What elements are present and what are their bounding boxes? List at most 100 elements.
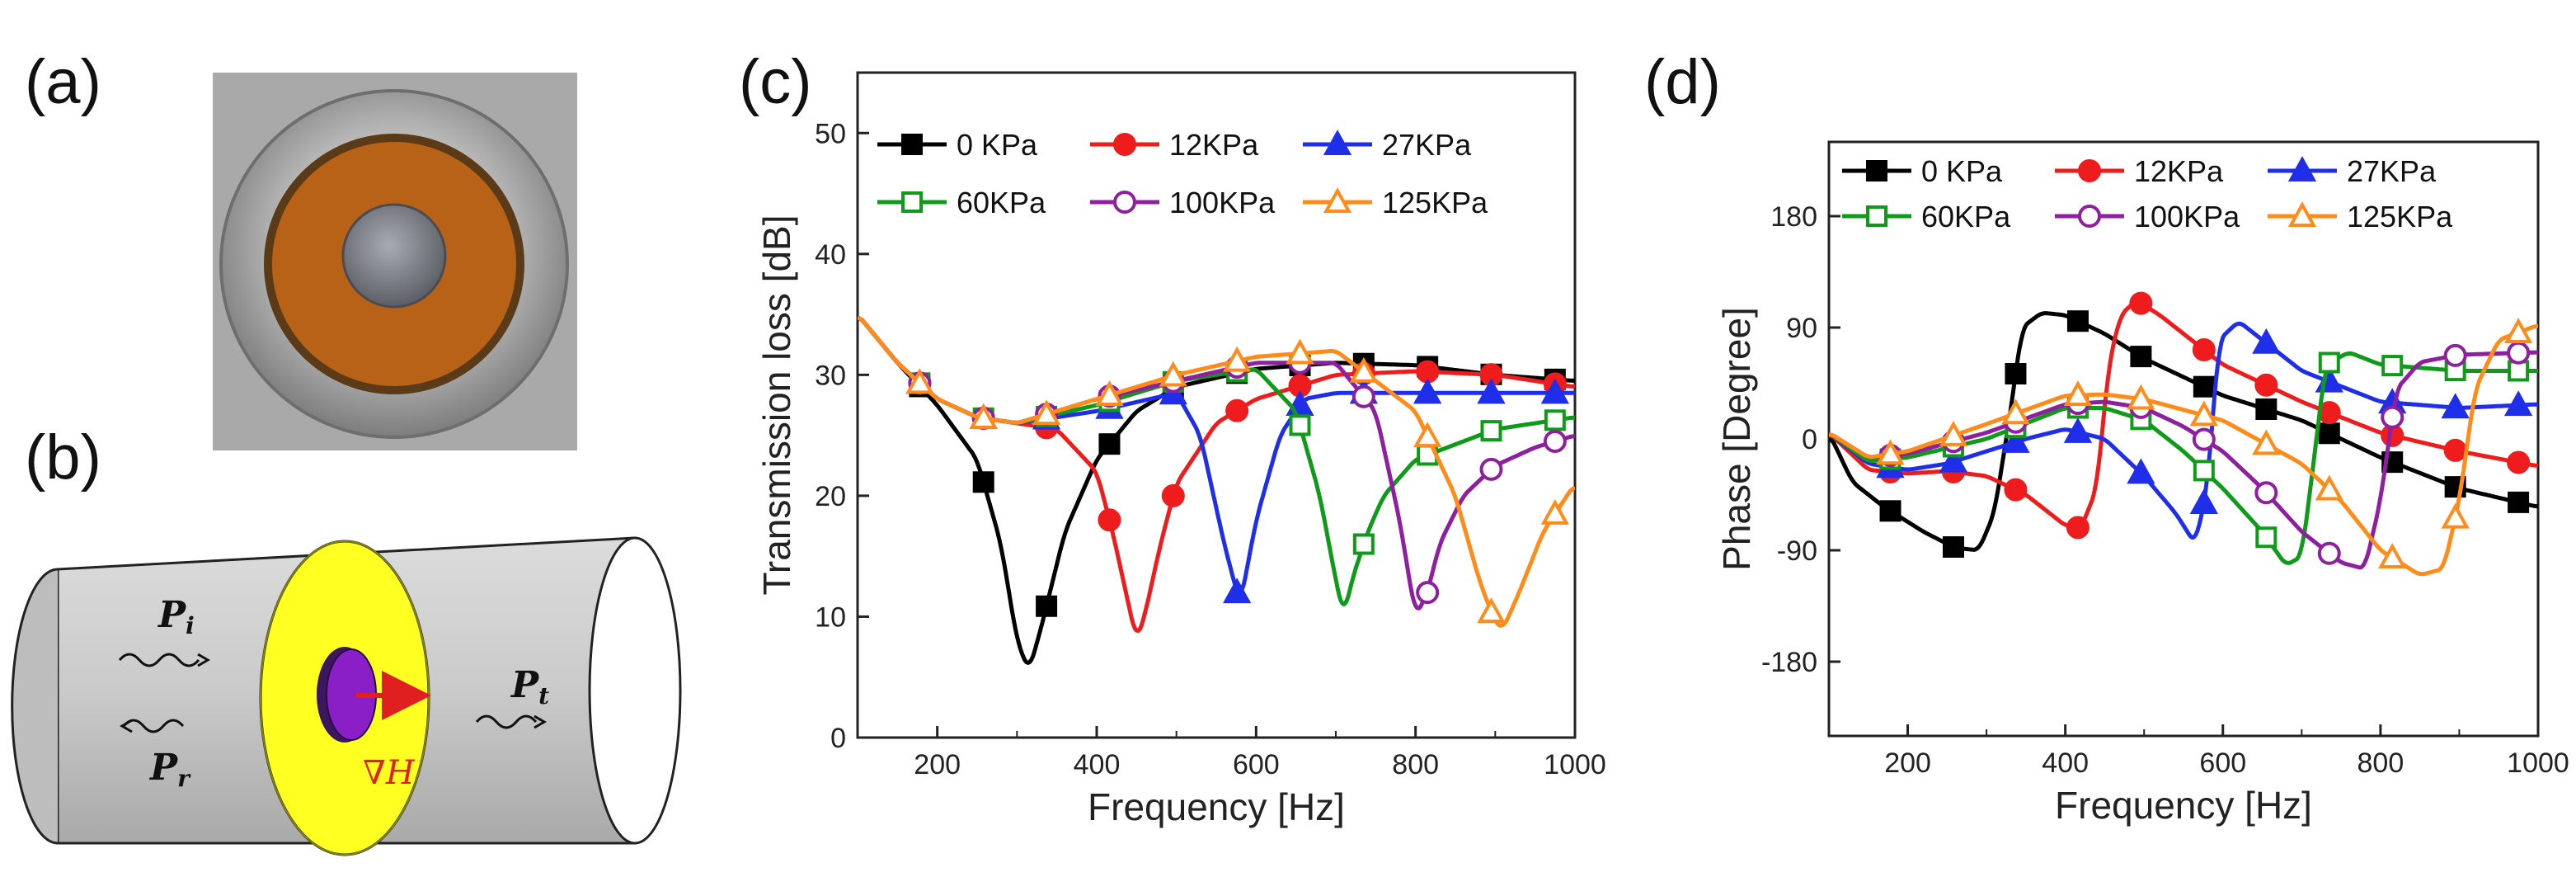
legend-marker — [2287, 156, 2317, 182]
data-point-marker — [2066, 310, 2089, 332]
legend-entry-label: 12KPa — [1169, 128, 1259, 162]
legend-entry-label: 27KPa — [2347, 154, 2437, 188]
series-line-60kpa — [858, 315, 1575, 606]
data-point-marker — [1351, 384, 1375, 408]
legend-entry-label: 0 KPa — [1921, 154, 2003, 188]
data-point-marker — [2127, 458, 2155, 484]
data-point-marker — [1413, 422, 1442, 448]
data-point-marker — [2255, 398, 2278, 420]
legend-marker — [1323, 130, 1352, 155]
y-tick-label: 50 — [815, 118, 846, 149]
data-point-marker — [2318, 422, 2340, 445]
data-point-marker — [2507, 341, 2531, 365]
series-line-125kpa — [858, 315, 1575, 628]
data-point-marker — [2130, 346, 2152, 368]
phase-chart: 200 400 600 800 1000 -180 -90 0 90 180 Frequency [… — [1715, 140, 2569, 827]
data-point-marker — [1543, 429, 1567, 453]
sample-photo — [213, 73, 577, 450]
data-point-marker — [1939, 446, 1968, 473]
data-point-marker — [2193, 460, 2215, 482]
y-tick-label: 30 — [815, 360, 846, 391]
legend-marker — [2287, 201, 2317, 227]
data-point-marker — [2001, 427, 2030, 453]
legend-marker — [1113, 191, 1136, 214]
data-point-marker — [972, 471, 994, 493]
wave-symbols — [118, 653, 547, 733]
panel-c-label: (c) — [739, 47, 812, 117]
data-point-marker — [2129, 291, 2153, 315]
data-point-marker — [2508, 491, 2530, 513]
legend-entry-label: 125KPa — [2347, 200, 2453, 233]
legend-entry-label: 27KPa — [1382, 128, 1472, 162]
series-line-0kpa — [1829, 311, 2538, 552]
data-point-marker — [2503, 390, 2533, 417]
legend-entry-label: 0 KPa — [957, 128, 1038, 162]
y-tick-label: 0 — [830, 723, 846, 754]
data-point-marker — [2503, 318, 2533, 343]
data-point-marker — [2005, 363, 2027, 384]
data-point-marker — [1289, 414, 1311, 436]
data-point-marker — [2315, 474, 2343, 501]
data-point-marker — [1876, 439, 1905, 465]
panel-a-label: (a) — [25, 47, 101, 117]
legend: 0 KPa 12KPa 27KPa 60KPa 100KPa 125KPa — [877, 128, 1488, 219]
legend-marker — [901, 134, 923, 155]
data-point-marker — [2441, 393, 2470, 419]
data-point-marker — [1477, 378, 1506, 404]
x-axis-title: Frequency [Hz] — [2055, 784, 2312, 827]
data-point-marker — [2066, 516, 2089, 540]
data-point-marker — [1413, 378, 1442, 404]
data-point-marker — [1036, 595, 1058, 617]
plot-frame — [856, 71, 1577, 739]
data-point-marker — [2378, 543, 2407, 568]
data-point-marker — [1286, 338, 1314, 365]
data-point-marker — [2443, 343, 2467, 367]
incident-pressure-label: Pi — [157, 594, 195, 639]
legend-marker — [901, 191, 923, 213]
legend-marker — [2078, 205, 2101, 228]
data-point-marker — [2254, 373, 2278, 397]
y-tick-label: -90 — [1777, 535, 1817, 567]
data-point-marker — [1942, 536, 1964, 559]
legend: 0 KPa 12KPa 27KPa 60KPa 100KPa 125KPa — [1842, 154, 2453, 233]
legend-entry-label: 60KPa — [957, 186, 1046, 219]
transmitted-pressure-label: Pt — [510, 664, 549, 710]
y-tick-label: 40 — [815, 239, 846, 271]
legend-entry-label: 125KPa — [1382, 186, 1488, 219]
x-tick-label: 200 — [1884, 747, 1931, 779]
data-point-marker — [1222, 346, 1252, 372]
legend-marker — [1866, 205, 1887, 227]
legend-marker — [1866, 160, 1887, 182]
transmission-loss-chart: 200 400 600 800 1000 0 10 20 30 40 50 Frequency [Hz… — [755, 71, 1606, 828]
gradient-label: ∇H — [363, 754, 416, 792]
y-tick-label: 0 — [1802, 424, 1817, 455]
y-tick-label: 180 — [1770, 201, 1817, 233]
legend-entry-label: 100KPa — [1169, 186, 1276, 219]
data-point-marker — [1095, 380, 1124, 406]
data-point-marker — [2004, 478, 2028, 502]
x-tick-label: 800 — [2357, 747, 2404, 779]
data-point-marker — [905, 368, 934, 394]
data-point-marker — [1098, 433, 1121, 455]
data-point-marker — [2193, 375, 2215, 398]
data-point-marker — [2317, 541, 2341, 565]
data-point-marker — [1479, 457, 1503, 481]
series-line-60kpa — [1829, 351, 2538, 565]
data-point-marker — [1159, 361, 1187, 387]
data-point-marker — [2252, 429, 2281, 455]
data-point-marker — [1416, 581, 1440, 605]
data-point-marker — [2001, 398, 2030, 425]
x-tick-label: 600 — [1233, 749, 1280, 780]
data-point-marker — [2127, 384, 2155, 410]
legend-marker — [2078, 159, 2101, 182]
data-point-marker — [2189, 400, 2218, 427]
series-line-0kpa — [858, 315, 1575, 665]
data-point-marker — [2192, 338, 2216, 361]
data-point-marker — [2381, 355, 2404, 377]
x-tick-label: 600 — [2199, 747, 2246, 779]
x-tick-label: 200 — [914, 749, 961, 780]
data-point-marker — [2192, 427, 2216, 451]
legend-entry-label: 100KPa — [2134, 200, 2240, 233]
data-point-marker — [1879, 500, 1901, 522]
